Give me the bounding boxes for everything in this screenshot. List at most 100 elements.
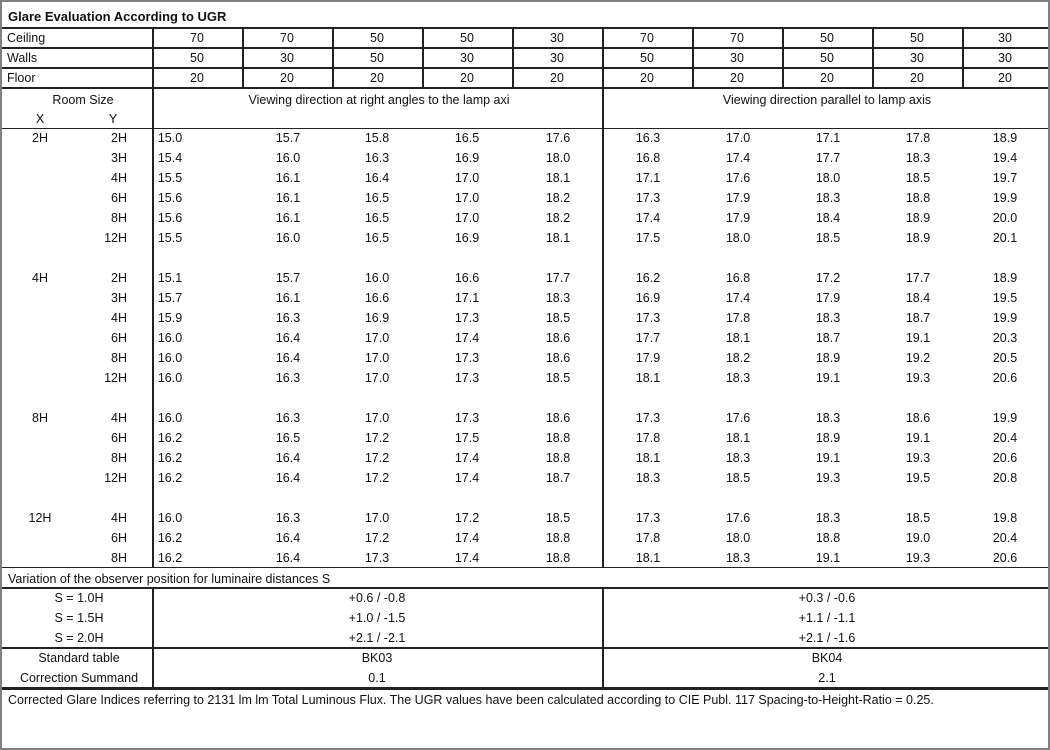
grid-line: [332, 27, 334, 89]
ugr-value: 17.1: [815, 131, 841, 145]
ugr-value: 16.5: [454, 131, 480, 145]
ugr-value: 17.0: [364, 331, 390, 345]
ugr-value: 16.9: [454, 151, 480, 165]
ugr-value: 18.3: [725, 371, 751, 385]
ugr-value: 18.3: [545, 291, 571, 305]
room-y: 6H: [111, 431, 127, 445]
ugr-value: 16.0: [157, 331, 183, 345]
ugr-value: 18.1: [725, 431, 751, 445]
ugr-value: 19.1: [815, 451, 841, 465]
ugr-value: 19.5: [992, 291, 1018, 305]
ugr-value: 19.5: [905, 471, 931, 485]
ugr-value: 16.2: [157, 551, 183, 565]
ugr-value: 17.8: [725, 311, 751, 325]
ugr-value: 16.6: [454, 271, 480, 285]
variation-title: Variation of the observer position for l…: [8, 572, 331, 586]
room-x: 2H: [32, 131, 48, 145]
ugr-value: 17.9: [725, 211, 751, 225]
reflectance-value: 20: [730, 71, 744, 85]
ugr-value: 16.1: [275, 171, 301, 185]
ugr-value: 17.3: [454, 411, 480, 425]
ugr-value: 18.1: [635, 551, 661, 565]
reflectance-value: 30: [998, 51, 1012, 65]
ugr-value: 17.1: [635, 171, 661, 185]
ugr-value: 16.0: [364, 271, 390, 285]
reflectance-value: 30: [550, 31, 564, 45]
room-x-header: X: [35, 112, 45, 126]
ugr-value: 17.0: [364, 351, 390, 365]
reflectance-value: 30: [910, 51, 924, 65]
ugr-value: 17.6: [725, 411, 751, 425]
ugr-value: 19.1: [905, 431, 931, 445]
variation-left: +1.0 / -1.5: [348, 611, 406, 625]
grid-line: [962, 27, 964, 89]
ugr-value: 18.6: [545, 351, 571, 365]
room-y: 6H: [111, 331, 127, 345]
ugr-value: 18.6: [545, 331, 571, 345]
ugr-value: 17.2: [364, 531, 390, 545]
ugr-value: 17.7: [905, 271, 931, 285]
ugr-value: 17.3: [454, 351, 480, 365]
ugr-value: 17.4: [635, 211, 661, 225]
ugr-value: 16.5: [275, 431, 301, 445]
ugr-value: 18.0: [815, 171, 841, 185]
grid-line: [2, 567, 1048, 568]
ugr-value: 17.3: [635, 411, 661, 425]
reflectance-value: 30: [998, 31, 1012, 45]
ugr-value: 16.6: [364, 291, 390, 305]
room-y: 12H: [104, 231, 127, 245]
ugr-value: 19.3: [815, 471, 841, 485]
ugr-value: 18.9: [992, 131, 1018, 145]
ugr-value: 18.4: [815, 211, 841, 225]
reflectance-value: 70: [190, 31, 204, 45]
ugr-value: 18.2: [545, 191, 571, 205]
ugr-value: 16.8: [725, 271, 751, 285]
reflectance-label: Walls: [7, 51, 38, 65]
ugr-value: 20.1: [992, 231, 1018, 245]
ugr-value: 17.2: [364, 451, 390, 465]
parallel-header: Viewing direction parallel to lamp axis: [722, 93, 932, 107]
ugr-value: 20.4: [992, 431, 1018, 445]
grid-line: [2, 647, 1048, 649]
ugr-value: 16.9: [635, 291, 661, 305]
ugr-value: 17.5: [635, 231, 661, 245]
grid-line: [152, 87, 154, 568]
ugr-value: 18.5: [905, 171, 931, 185]
ugr-value: 18.7: [545, 471, 571, 485]
ugr-value: 18.3: [815, 411, 841, 425]
ugr-value: 16.1: [275, 211, 301, 225]
reflectance-label: Ceiling: [7, 31, 46, 45]
ugr-value: 19.1: [815, 551, 841, 565]
room-y: 8H: [111, 451, 127, 465]
ugr-value: 17.4: [454, 471, 480, 485]
ugr-value: 17.9: [635, 351, 661, 365]
room-y: 3H: [111, 291, 127, 305]
ugr-value: 20.6: [992, 551, 1018, 565]
ugr-value: 16.5: [364, 231, 390, 245]
grid-line: [2, 47, 1048, 49]
ugr-value: 17.1: [454, 291, 480, 305]
ugr-value: 17.0: [364, 411, 390, 425]
ugr-value: 19.2: [905, 351, 931, 365]
room-y: 4H: [111, 411, 127, 425]
ugr-value: 20.8: [992, 471, 1018, 485]
ugr-value: 17.7: [635, 331, 661, 345]
ugr-value: 15.5: [157, 231, 183, 245]
reflectance-value: 20: [550, 71, 564, 85]
ugr-value: 18.8: [545, 531, 571, 545]
ugr-value: 18.3: [815, 311, 841, 325]
ugr-value: 16.2: [157, 471, 183, 485]
reflectance-value: 30: [550, 51, 564, 65]
ugr-value: 15.7: [157, 291, 183, 305]
reflectance-value: 30: [280, 51, 294, 65]
ugr-value: 18.2: [725, 351, 751, 365]
ugr-value: 19.9: [992, 311, 1018, 325]
ugr-value: 16.0: [275, 231, 301, 245]
ugr-value: 18.5: [725, 471, 751, 485]
right-angles-header: Viewing direction at right angles to the…: [248, 93, 510, 107]
ugr-value: 18.3: [815, 511, 841, 525]
room-y: 8H: [111, 551, 127, 565]
ugr-value: 16.4: [275, 351, 301, 365]
ugr-value: 16.2: [635, 271, 661, 285]
ugr-value: 17.9: [815, 291, 841, 305]
